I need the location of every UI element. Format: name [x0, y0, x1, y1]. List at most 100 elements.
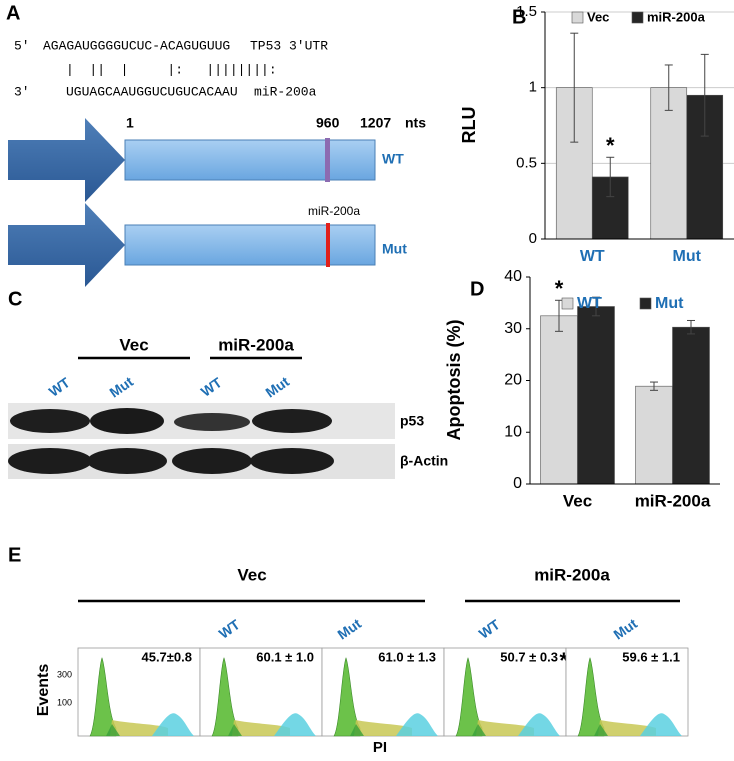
legend-label: Vec — [587, 9, 609, 24]
legend-swatch — [631, 11, 644, 24]
s-phase — [110, 720, 168, 736]
band — [250, 448, 334, 474]
panel-label: A — [6, 2, 20, 24]
group-label: Vec — [119, 335, 148, 354]
panel-e: E Vec miR-200a Events 300 100 PI — [8, 544, 680, 756]
panel-label: D — [470, 278, 484, 300]
y-axis-label: Events — [35, 664, 52, 717]
chart: B RLU 0 0.5 1 1.5 WT * Mut Vec miR-200a — [459, 3, 734, 265]
x-axis-label: PI — [373, 739, 387, 756]
sequence: AGAGAUGGGGUCUC-ACAGUGUUG — [43, 38, 230, 53]
band — [252, 409, 332, 433]
y-axis-label: Apoptosis (%) — [444, 320, 464, 441]
s-phase — [598, 720, 656, 736]
seq-end: 3' — [14, 84, 30, 99]
pairing: | || | |: ||||||||: — [66, 62, 277, 77]
s-phase — [232, 720, 290, 736]
y-tick-label: 0.5 — [516, 154, 537, 171]
panel-label: E — [8, 544, 21, 566]
utr-bar — [124, 224, 376, 266]
legend-swatch — [639, 297, 652, 310]
binding-site — [325, 138, 330, 182]
x-tick-label: Mut — [673, 248, 702, 265]
row-label: p53 — [400, 413, 424, 429]
bar — [650, 87, 688, 240]
g2-peak — [396, 713, 438, 736]
mutated-site — [326, 223, 330, 267]
lane-label: WT — [46, 374, 73, 400]
g2-small — [472, 724, 486, 736]
percent-label: 60.1 ± 1.0 — [256, 649, 314, 664]
sequence: UGUAGCAAUGGUCUGUCACAAU — [66, 84, 238, 99]
lane-label: Mut — [262, 373, 292, 401]
y-tick-label: 0 — [513, 475, 522, 492]
band — [174, 413, 250, 431]
position-unit: nts — [405, 115, 426, 131]
bar — [672, 326, 710, 485]
seq-end: 5' — [14, 38, 30, 53]
y-tick-label: 100 — [57, 697, 72, 707]
bar — [635, 385, 673, 485]
band — [87, 448, 167, 474]
y-axis-label: RLU — [459, 107, 479, 144]
row-label: β-Actin — [400, 453, 448, 469]
y-tick-label: 1.5 — [516, 3, 537, 20]
y-tick-label: 0 — [529, 230, 537, 247]
y-tick-label: 10 — [504, 423, 522, 440]
chart: D Apoptosis (%) 0 10 20 30 40 Vec * miR-200a WT Mut — [444, 268, 720, 510]
sequence-name: TP53 3'UTR — [250, 38, 328, 53]
y-tick-label: 40 — [504, 268, 522, 285]
g2-small — [350, 724, 364, 736]
group-label: Vec — [237, 565, 266, 584]
g2-peak — [152, 713, 194, 736]
g2-small — [106, 724, 120, 736]
y-tick-label: 300 — [57, 669, 72, 679]
bar — [540, 315, 578, 485]
g2-peak — [518, 713, 560, 736]
construct-label: WT — [382, 151, 404, 167]
legend-label: miR-200a — [647, 9, 706, 24]
significance: * — [606, 133, 615, 158]
panel-label: B — [512, 6, 526, 28]
lane-label: Mut — [106, 373, 136, 401]
x-tick-label: miR-200a — [635, 491, 711, 510]
g2-peak — [274, 713, 316, 736]
lane-label: WT — [216, 616, 243, 642]
band — [90, 408, 164, 434]
position: 1207 — [360, 115, 391, 131]
legend-label: Mut — [655, 295, 684, 312]
legend-swatch — [561, 297, 574, 310]
percent-label: 45.7±0.8 — [141, 649, 192, 664]
legend-label: WT — [577, 295, 602, 312]
position: 960 — [316, 115, 340, 131]
construct-label: Mut — [382, 241, 407, 257]
g2-small — [594, 724, 608, 736]
y-tick-label: 30 — [504, 320, 522, 337]
y-tick-label: 1 — [529, 79, 537, 96]
band — [8, 448, 92, 474]
bar — [577, 306, 615, 485]
y-tick-label: 20 — [504, 372, 522, 389]
x-tick-label: Vec — [563, 491, 592, 510]
sequence-name: miR-200a — [254, 84, 317, 99]
group-label: miR-200a — [534, 565, 610, 584]
percent-label: 50.7 ± 0.3 — [500, 649, 558, 664]
site-label: miR-200a — [308, 204, 360, 218]
significance: * — [559, 648, 568, 673]
percent-label: 61.0 ± 1.3 — [378, 649, 436, 664]
lane-label: Mut — [610, 615, 640, 643]
panel-a: A 5' AGAGAUGGGGUCUC-ACAGUGUUG TP53 3'UTR… — [6, 2, 426, 287]
promoter-arrow — [8, 118, 125, 202]
s-phase — [354, 720, 412, 736]
x-tick-label: WT — [580, 248, 605, 265]
lane-label: Mut — [334, 615, 364, 643]
significance: * — [555, 276, 564, 301]
position: 1 — [126, 115, 134, 131]
s-phase — [476, 720, 534, 736]
g2-small — [228, 724, 242, 736]
panel-label: C — [8, 288, 22, 310]
lane-label: WT — [476, 616, 503, 642]
percent-label: 59.6 ± 1.1 — [622, 649, 680, 664]
panel-c: C Vec miR-200a p53 β-Actin — [8, 288, 448, 479]
legend-swatch — [571, 11, 584, 24]
